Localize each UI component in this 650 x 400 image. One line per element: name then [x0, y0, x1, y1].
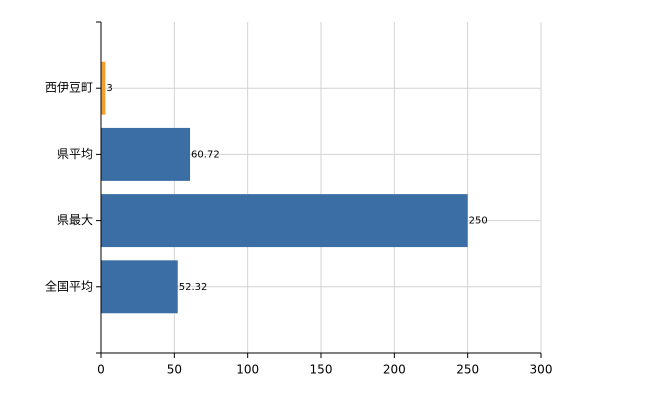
x-tick-label: 150 [310, 363, 333, 377]
y-tick-label: 県最大 [57, 213, 93, 227]
value-label: 3 [106, 83, 112, 94]
x-tick-label: 0 [97, 363, 105, 377]
y-tick-label: 西伊豆町 [45, 81, 93, 95]
x-tick-label: 250 [456, 363, 479, 377]
y-tick-label: 全国平均 [45, 278, 93, 293]
x-tick-label: 50 [167, 363, 182, 377]
bar [101, 260, 178, 314]
value-label: 52.32 [179, 282, 208, 293]
value-label: 250 [469, 216, 488, 227]
bar [101, 127, 191, 181]
x-tick-label: 100 [236, 363, 259, 377]
x-tick-label: 200 [383, 363, 406, 377]
x-tick-label: 300 [530, 363, 553, 377]
value-label: 60.72 [191, 149, 220, 160]
y-tick-label: 県平均 [57, 147, 93, 161]
bar [101, 194, 468, 248]
bar [101, 61, 106, 115]
